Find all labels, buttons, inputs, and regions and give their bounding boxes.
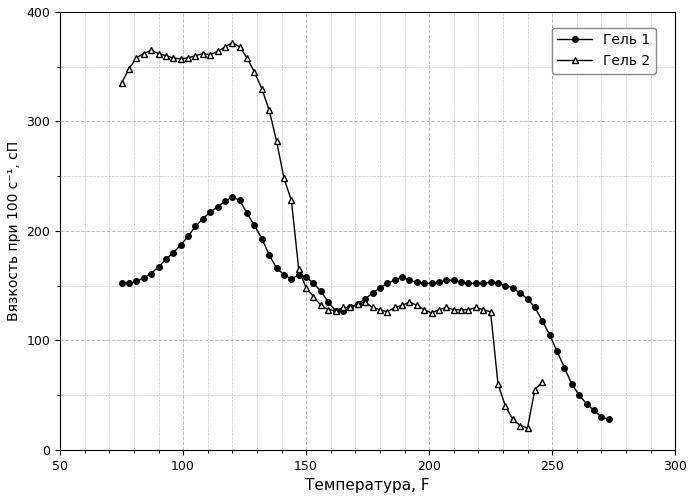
Гель 1 xyxy=(324,299,332,305)
Legend: Гель 1, Гель 2: Гель 1, Гель 2 xyxy=(552,28,656,74)
Гель 1 xyxy=(176,242,185,248)
Гель 2 xyxy=(523,425,532,431)
Line: Гель 2: Гель 2 xyxy=(118,39,545,432)
Y-axis label: Вязкость при 100 с⁻¹, сП: Вязкость при 100 с⁻¹, сП xyxy=(7,141,21,321)
Гель 2 xyxy=(213,48,221,54)
Гель 2 xyxy=(479,306,487,312)
Гель 2 xyxy=(538,379,546,385)
Гель 1 xyxy=(604,416,613,422)
Гель 2 xyxy=(516,422,524,428)
Гель 1 xyxy=(228,194,237,200)
Гель 1 xyxy=(192,224,200,230)
Гель 2 xyxy=(228,40,237,46)
Гель 2 xyxy=(117,80,126,86)
Гель 2 xyxy=(434,306,443,312)
X-axis label: Температура, F: Температура, F xyxy=(305,478,430,493)
Гель 1 xyxy=(575,392,584,398)
Гель 2 xyxy=(221,44,229,50)
Гель 1 xyxy=(494,280,502,286)
Гель 2 xyxy=(405,299,414,305)
Line: Гель 1: Гель 1 xyxy=(119,194,611,422)
Гель 1 xyxy=(117,280,126,286)
Гель 1 xyxy=(346,304,355,310)
